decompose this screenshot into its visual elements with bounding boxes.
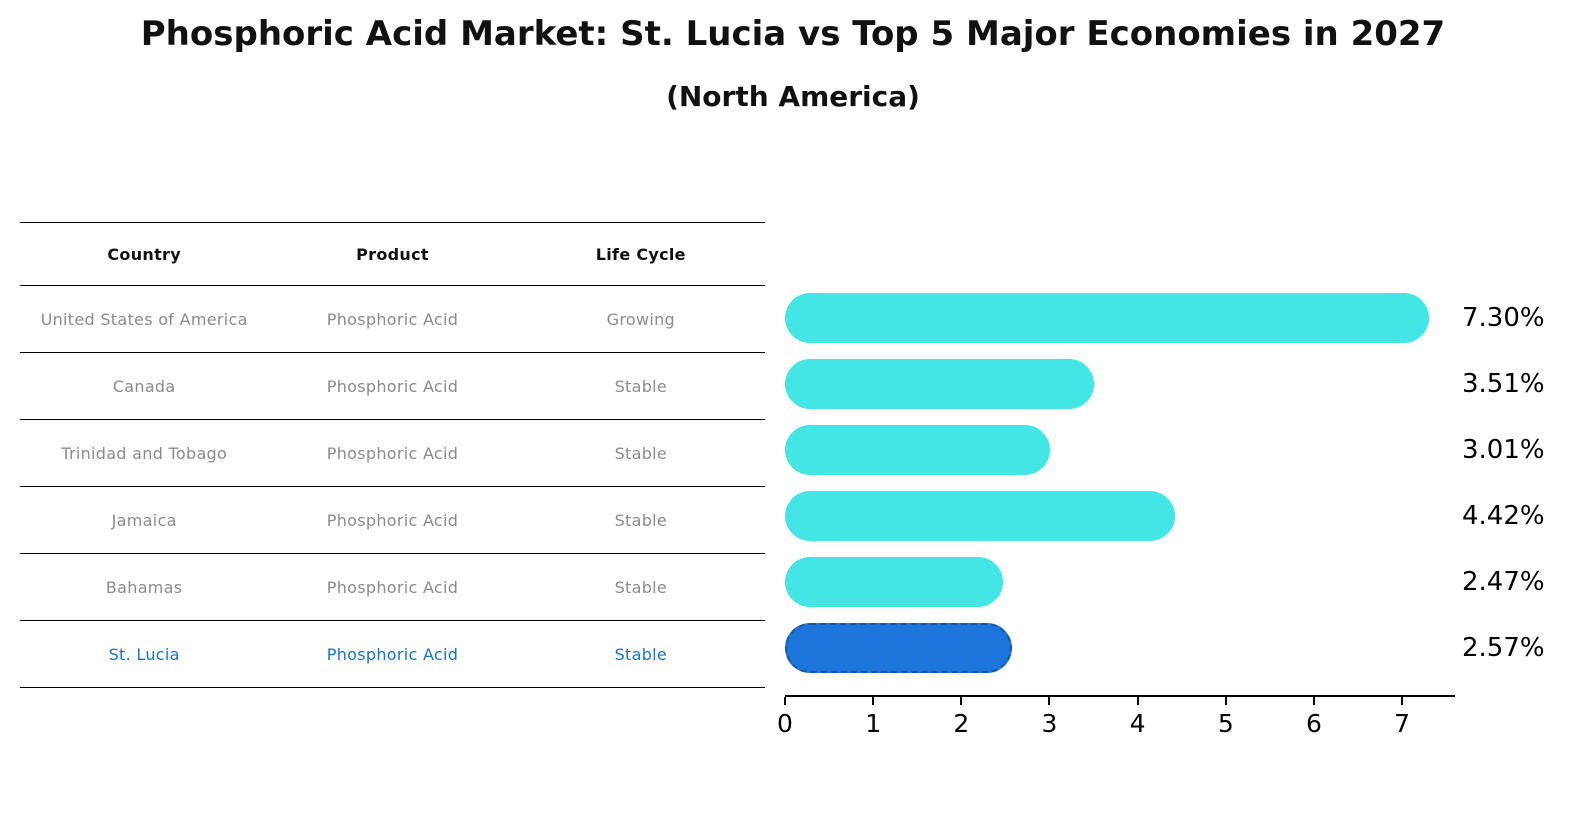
bar-value-label: 3.01% (1462, 435, 1545, 465)
bar-slot (785, 285, 1455, 351)
table-row: Trinidad and Tobago Phosphoric Acid Stab… (20, 420, 765, 487)
x-axis-line (785, 695, 1455, 697)
cell-country: Trinidad and Tobago (61, 443, 228, 463)
cell-country: United States of America (40, 309, 248, 329)
x-tick-mark (784, 697, 786, 705)
x-tick-label: 4 (1129, 709, 1146, 738)
x-tick-label: 2 (953, 709, 970, 738)
bar-slot (785, 351, 1455, 417)
table-row: United States of America Phosphoric Acid… (20, 286, 765, 353)
value-labels: 7.30% 3.51% 3.01% 4.42% 2.47% 2.57% (1462, 285, 1545, 681)
column-header-lifecycle: Life Cycle (595, 244, 686, 264)
bars-area (785, 285, 1455, 681)
cell-lifecycle: Stable (614, 443, 668, 463)
x-tick-mark (1136, 697, 1139, 705)
bar-4 (785, 557, 1003, 607)
bar-value-label: 7.30% (1462, 303, 1545, 333)
cell-country: Bahamas (105, 577, 183, 597)
bar-value-label: 2.57% (1462, 633, 1545, 663)
bar-chart: 0 1 2 3 4 5 6 7 (777, 285, 1455, 745)
bar-slot (785, 615, 1455, 681)
table-row: Bahamas Phosphoric Acid Stable (20, 554, 765, 621)
cell-lifecycle: Stable (614, 644, 668, 664)
cell-product: Phosphoric Acid (326, 577, 459, 597)
x-tick-label: 6 (1305, 709, 1322, 738)
bar-3 (785, 491, 1175, 541)
x-tick-label: 3 (1041, 709, 1058, 738)
x-tick-mark (872, 697, 875, 705)
cell-lifecycle: Stable (614, 510, 668, 530)
cell-product: Phosphoric Acid (326, 644, 459, 664)
bar-slot (785, 549, 1455, 615)
column-header-country: Country (107, 244, 181, 264)
bar-slot (785, 483, 1455, 549)
table-header-row: Country Product Life Cycle (20, 223, 765, 286)
cell-product: Phosphoric Acid (326, 443, 459, 463)
cell-product: Phosphoric Acid (326, 376, 459, 396)
table-row: Jamaica Phosphoric Acid Stable (20, 487, 765, 554)
summary-table: Country Product Life Cycle United States… (20, 222, 765, 688)
bar-1 (785, 359, 1095, 409)
cell-product: Phosphoric Acid (326, 510, 459, 530)
x-tick-label: 7 (1394, 709, 1411, 738)
bar-value-label: 2.47% (1462, 567, 1545, 597)
bar-slot (785, 417, 1455, 483)
cell-country: St. Lucia (108, 644, 180, 664)
x-tick-label: 0 (777, 709, 793, 738)
column-header-product: Product (356, 244, 429, 264)
bar-st-lucia (785, 623, 1012, 673)
cell-country: Jamaica (111, 510, 177, 530)
bar-0 (785, 293, 1429, 343)
x-tick-mark (1401, 697, 1404, 705)
x-tick-label: 1 (865, 709, 882, 738)
x-tick-label: 5 (1217, 709, 1234, 738)
cell-product: Phosphoric Acid (326, 309, 459, 329)
table-row: Canada Phosphoric Acid Stable (20, 353, 765, 420)
bar-value-label: 4.42% (1462, 501, 1545, 531)
table-row-highlight: St. Lucia Phosphoric Acid Stable (20, 621, 765, 688)
cell-country: Canada (112, 376, 176, 396)
cell-lifecycle: Stable (614, 376, 668, 396)
chart-subtitle: (North America) (666, 80, 920, 113)
x-tick-mark (1224, 697, 1227, 705)
x-tick-mark (1312, 697, 1315, 705)
bar-2 (785, 425, 1051, 475)
x-tick-mark (1048, 697, 1051, 705)
chart-title: Phosphoric Acid Market: St. Lucia vs Top… (140, 14, 1446, 54)
x-tick-mark (960, 697, 963, 705)
cell-lifecycle: Stable (614, 577, 668, 597)
cell-lifecycle: Growing (606, 309, 675, 329)
bar-value-label: 3.51% (1462, 369, 1545, 399)
